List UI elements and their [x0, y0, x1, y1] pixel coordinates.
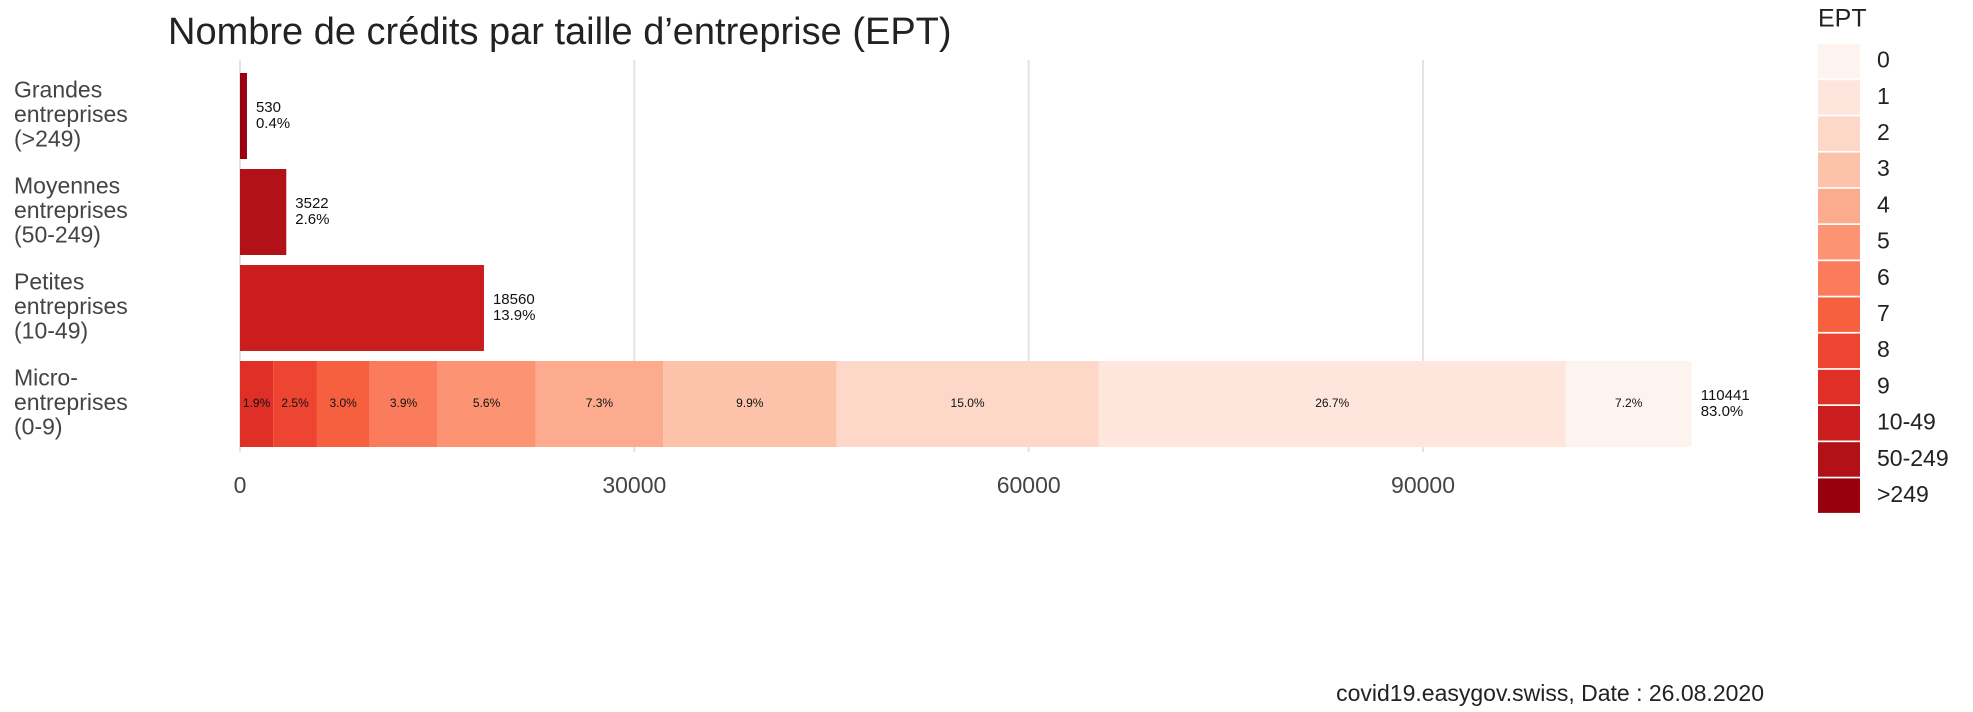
total-label: 18560 [493, 291, 535, 308]
segment-label: 7.2% [1615, 396, 1643, 410]
y-tick-label: Grandes entreprises (>249) [14, 77, 128, 152]
legend-title: EPT [1818, 5, 1867, 33]
legend-swatch [1818, 80, 1860, 115]
segment-label: 3.9% [390, 396, 418, 410]
segment-label: 9.9% [736, 396, 764, 410]
legend-label: 50-249 [1877, 445, 1949, 471]
bar-segment [316, 361, 370, 447]
legend-swatch [1818, 333, 1860, 369]
total-label: 3522 [295, 195, 328, 212]
total-share-label: 2.6% [295, 211, 329, 228]
x-tick-label: 60000 [997, 472, 1061, 498]
bar-segment [273, 361, 317, 447]
segment-label: 7.3% [586, 396, 614, 410]
legend-label: 0 [1877, 47, 1890, 73]
total-share-label: 13.9% [493, 307, 536, 324]
bar-segment [1098, 361, 1566, 447]
total-label: 530 [256, 99, 281, 116]
legend-label: 1 [1877, 83, 1890, 109]
legend-label: 10-49 [1877, 409, 1936, 435]
caption: covid19.easygov.swiss, Date : 26.08.2020 [1336, 680, 1764, 706]
y-tick-label: Micro-entreprises (0-9) [14, 365, 128, 440]
y-tick-label: Moyennes entreprises (50-249) [14, 173, 128, 248]
x-tick-label: 30000 [602, 472, 666, 498]
legend-swatch [1818, 369, 1860, 405]
bar-segment [836, 361, 1099, 447]
legend-swatch [1818, 116, 1860, 151]
x-tick-label: 0 [234, 472, 247, 498]
bar-segment [663, 361, 837, 447]
segment-label: 26.7% [1315, 396, 1349, 410]
legend-swatch [1818, 225, 1860, 260]
x-tick-label: 90000 [1391, 472, 1455, 498]
legend-swatch [1818, 442, 1860, 477]
legend-label: 3 [1877, 155, 1890, 181]
bar-segment [239, 265, 484, 351]
segment-label: 15.0% [951, 396, 985, 410]
bar-segment [535, 361, 664, 447]
legend-swatch [1818, 261, 1860, 296]
legend-swatch [1818, 297, 1860, 332]
bar-segment [239, 361, 274, 447]
segment-label: 5.6% [473, 396, 501, 410]
legend-label: 5 [1877, 228, 1890, 254]
total-label: 110441 [1701, 387, 1750, 404]
legend-swatch [1818, 478, 1860, 513]
segment-label: 2.5% [281, 396, 309, 410]
legend-label: 7 [1877, 300, 1890, 326]
legend-label: 2 [1877, 119, 1890, 145]
legend-label: 6 [1877, 264, 1890, 290]
legend-label: 8 [1877, 336, 1890, 362]
legend-swatch [1818, 406, 1860, 441]
segment-label: 3.0% [330, 396, 358, 410]
bar-segment [1565, 361, 1692, 447]
chart-title: Nombre de crédits par taille d’entrepris… [168, 11, 952, 53]
legend-label: 9 [1877, 372, 1890, 398]
bar-segment [437, 361, 536, 447]
bar-segment [239, 169, 287, 255]
segment-label: 1.9% [243, 396, 271, 410]
total-share-label: 83.0% [1701, 403, 1744, 420]
legend-swatch [1818, 44, 1860, 79]
bar-segment [239, 73, 247, 159]
legend-label: 4 [1877, 191, 1890, 217]
total-share-label: 0.4% [256, 115, 290, 132]
legend-swatch [1818, 152, 1860, 188]
legend-label: >249 [1877, 481, 1929, 507]
y-tick-label: Petites entreprises (10-49) [14, 269, 128, 344]
bar-segment [369, 361, 438, 447]
legend-swatch [1818, 188, 1860, 224]
